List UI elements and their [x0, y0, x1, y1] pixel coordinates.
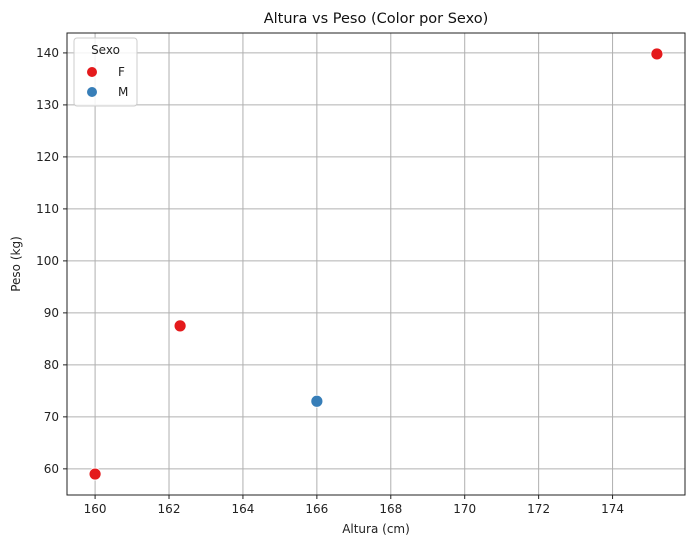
y-tick-label: 90	[44, 306, 59, 320]
x-tick-label: 170	[453, 502, 476, 516]
x-tick-label: 160	[84, 502, 107, 516]
x-tick-label: 168	[379, 502, 402, 516]
legend-label-f: F	[118, 65, 125, 79]
data-point-m	[310, 394, 324, 408]
y-tick-label: 100	[36, 254, 59, 268]
y-tick-label: 110	[36, 202, 59, 216]
data-point-f	[650, 47, 664, 61]
legend-marker-f	[87, 67, 97, 77]
legend-label-m: M	[118, 85, 128, 99]
chart-title: Altura vs Peso (Color por Sexo)	[264, 11, 489, 27]
y-tick-label: 130	[36, 98, 59, 112]
legend-title: Sexo	[91, 43, 120, 57]
y-tick-label: 60	[44, 462, 59, 476]
grid-lines	[67, 33, 685, 495]
data-points	[88, 47, 664, 481]
y-tick-label: 140	[36, 46, 59, 60]
x-tick-label: 174	[601, 502, 624, 516]
legend: Sexo FM	[73, 37, 138, 107]
y-tick-label: 70	[44, 410, 59, 424]
y-tick-label: 120	[36, 150, 59, 164]
plot-frame	[66, 32, 686, 496]
x-tick-label: 164	[231, 502, 254, 516]
legend-marker-m	[87, 87, 97, 97]
x-axis-label: Altura (cm)	[342, 522, 410, 536]
x-tick-label: 166	[305, 502, 328, 516]
y-tick-label: 80	[44, 358, 59, 372]
data-point-f	[88, 467, 102, 481]
legend-entries: FM	[87, 65, 128, 99]
x-tick-label: 172	[527, 502, 550, 516]
y-axis-label: Peso (kg)	[9, 236, 23, 292]
x-tick-label: 162	[158, 502, 181, 516]
data-point-f	[173, 319, 187, 333]
y-axis-ticks: 60 70 80 90 100 110 120 130 140	[36, 46, 67, 476]
x-axis-ticks: 160 162 164 166 168 170 172 174	[84, 495, 624, 516]
